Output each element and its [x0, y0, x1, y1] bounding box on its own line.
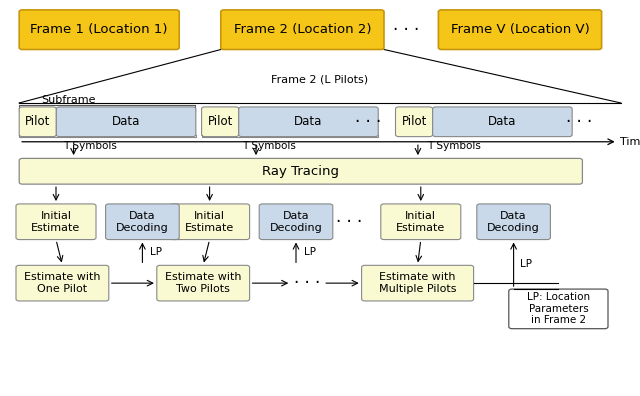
- FancyBboxPatch shape: [433, 107, 572, 137]
- Text: Pilot: Pilot: [401, 115, 427, 128]
- FancyBboxPatch shape: [16, 265, 109, 301]
- FancyBboxPatch shape: [509, 289, 608, 329]
- Text: Frame 1 (Location 1): Frame 1 (Location 1): [31, 23, 168, 36]
- FancyBboxPatch shape: [396, 107, 433, 137]
- Text: · · ·: · · ·: [393, 21, 420, 39]
- Text: Frame 2 (Location 2): Frame 2 (Location 2): [234, 23, 371, 36]
- Text: · · ·: · · ·: [355, 113, 381, 131]
- Text: Frame V (Location V): Frame V (Location V): [451, 23, 589, 36]
- Text: Estimate with
One Pilot: Estimate with One Pilot: [24, 272, 100, 294]
- FancyBboxPatch shape: [106, 204, 179, 240]
- Text: Initial
Estimate: Initial Estimate: [185, 211, 234, 232]
- FancyBboxPatch shape: [56, 107, 196, 137]
- Text: T Symbols: T Symbols: [63, 141, 116, 150]
- Text: · · ·: · · ·: [335, 213, 362, 231]
- Text: · · ·: · · ·: [566, 113, 593, 131]
- Text: Times: Times: [620, 137, 640, 147]
- FancyBboxPatch shape: [170, 204, 250, 240]
- FancyBboxPatch shape: [221, 10, 384, 50]
- Text: Data: Data: [294, 115, 323, 128]
- Text: LP: LP: [304, 248, 316, 257]
- Text: Data
Decoding: Data Decoding: [116, 211, 169, 232]
- Text: Pilot: Pilot: [207, 115, 233, 128]
- Text: Pilot: Pilot: [25, 115, 51, 128]
- FancyBboxPatch shape: [19, 107, 56, 137]
- Text: Initial
Estimate: Initial Estimate: [396, 211, 445, 232]
- FancyBboxPatch shape: [259, 204, 333, 240]
- FancyBboxPatch shape: [202, 107, 239, 137]
- Text: Data: Data: [488, 115, 516, 128]
- Text: Data
Decoding: Data Decoding: [487, 211, 540, 232]
- Text: · · ·: · · ·: [294, 274, 321, 292]
- Text: Data
Decoding: Data Decoding: [269, 211, 323, 232]
- Text: LP: LP: [520, 259, 532, 269]
- FancyBboxPatch shape: [239, 107, 378, 137]
- Text: Initial
Estimate: Initial Estimate: [31, 211, 81, 232]
- FancyBboxPatch shape: [19, 158, 582, 184]
- Text: Estimate with
Multiple Pilots: Estimate with Multiple Pilots: [379, 272, 456, 294]
- FancyBboxPatch shape: [477, 204, 550, 240]
- Text: Estimate with
Two Pilots: Estimate with Two Pilots: [165, 272, 241, 294]
- Text: Frame 2 (L Pilots): Frame 2 (L Pilots): [271, 74, 369, 84]
- Text: LP: Location
Parameters
in Frame 2: LP: Location Parameters in Frame 2: [527, 292, 590, 326]
- FancyBboxPatch shape: [19, 10, 179, 50]
- FancyBboxPatch shape: [362, 265, 474, 301]
- Text: LP: LP: [150, 248, 162, 257]
- FancyBboxPatch shape: [157, 265, 250, 301]
- FancyBboxPatch shape: [381, 204, 461, 240]
- Text: Subframe: Subframe: [42, 95, 96, 105]
- Text: T Symbols: T Symbols: [428, 141, 481, 150]
- FancyBboxPatch shape: [16, 204, 96, 240]
- FancyBboxPatch shape: [438, 10, 602, 50]
- Text: T Symbols: T Symbols: [242, 141, 296, 150]
- Text: Ray Tracing: Ray Tracing: [262, 165, 339, 178]
- Text: Data: Data: [112, 115, 140, 128]
